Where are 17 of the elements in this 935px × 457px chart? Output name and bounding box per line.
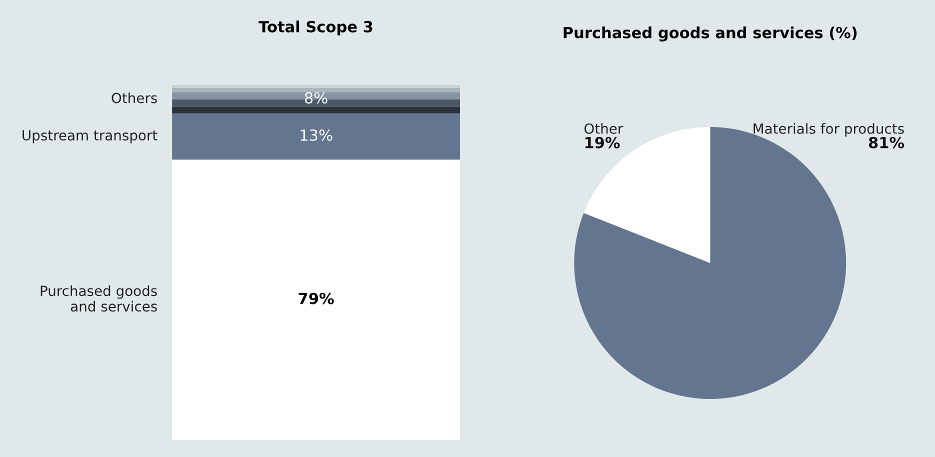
slice-label: Other xyxy=(584,123,624,134)
chart-title: Purchased goods and services (%) xyxy=(564,26,857,42)
series-label: Purchased goods and services xyxy=(40,285,157,312)
chart-title: Total Scope 3 xyxy=(258,20,372,36)
slice-label: Materials for products xyxy=(754,123,904,137)
data-label: 13% xyxy=(300,129,332,141)
data-label: 19% xyxy=(585,136,620,148)
series-label: Upstream transport xyxy=(22,130,158,144)
annotation: 8% xyxy=(304,92,328,104)
data-label: 79% xyxy=(298,292,334,304)
bar xyxy=(172,113,460,160)
text: Others xyxy=(112,92,157,104)
bar xyxy=(172,106,460,114)
data-label: 81% xyxy=(868,136,904,148)
bar xyxy=(172,160,460,440)
bar xyxy=(172,85,460,88)
bar xyxy=(172,88,460,92)
